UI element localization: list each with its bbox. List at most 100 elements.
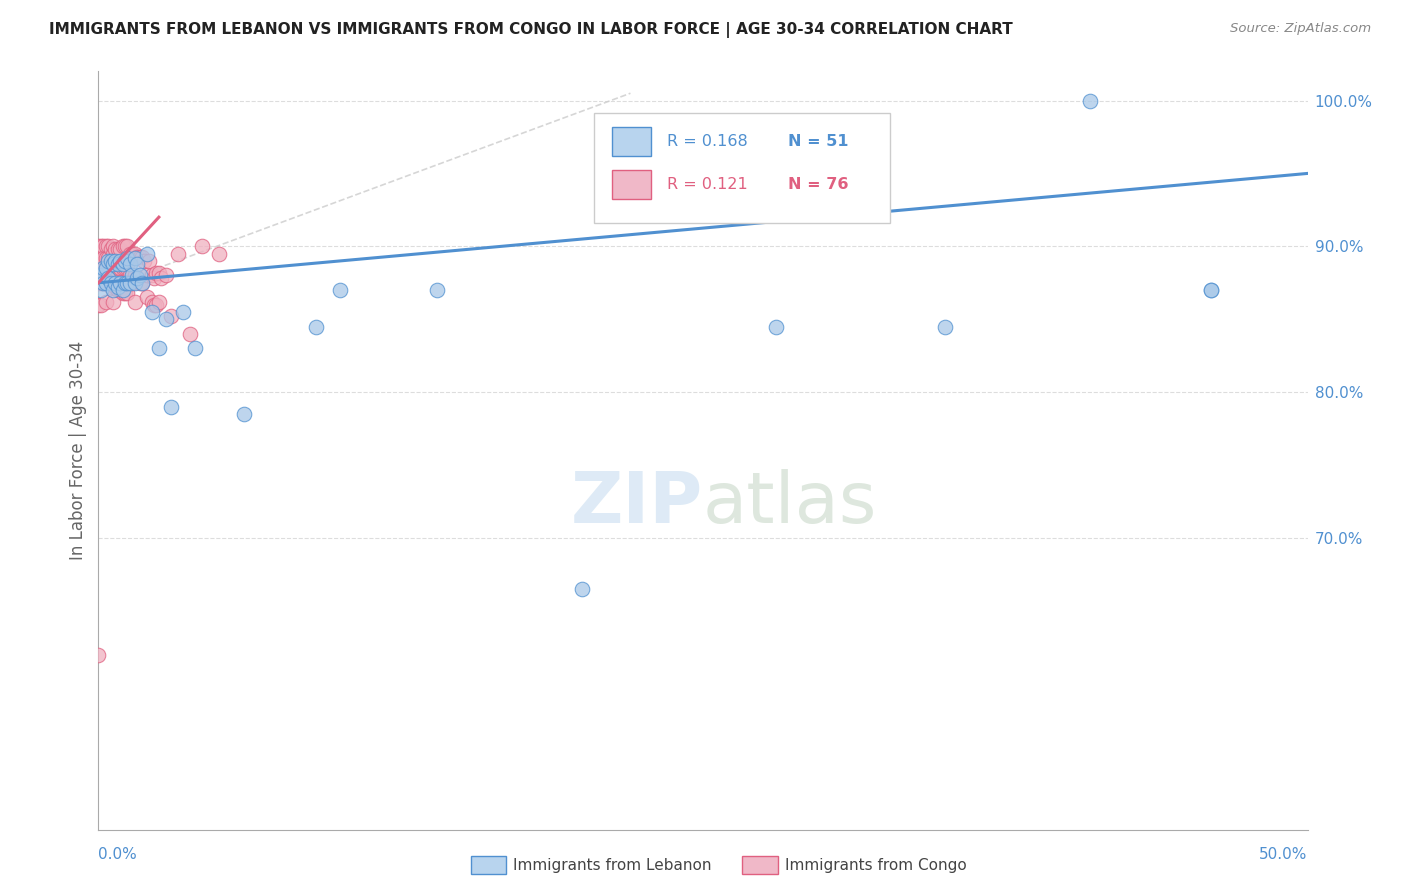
Point [104, 257, 127, 271]
Point [160, 400, 183, 414]
Point [128, 268, 150, 283]
Point [118, 268, 141, 283]
Point [111, 257, 134, 271]
Point [124, 276, 146, 290]
Point [145, 298, 167, 312]
Point [87, 239, 110, 253]
Point [426, 283, 449, 297]
Point [97, 271, 120, 285]
Text: R = 0.121: R = 0.121 [666, 177, 748, 192]
Point [107, 261, 129, 276]
Point [101, 268, 124, 283]
Point [208, 246, 231, 260]
Point [94, 276, 117, 290]
FancyBboxPatch shape [613, 170, 651, 199]
Text: R = 0.168: R = 0.168 [666, 135, 748, 149]
Text: N = 76: N = 76 [787, 177, 848, 192]
Point [184, 342, 207, 356]
Point [305, 319, 328, 334]
Point [114, 276, 136, 290]
Point [114, 239, 136, 253]
Point [104, 242, 127, 256]
Text: N = 51: N = 51 [787, 135, 848, 149]
Point [124, 268, 146, 283]
Point [117, 251, 139, 265]
Point [104, 276, 127, 290]
Point [94, 239, 117, 253]
Point [97, 251, 120, 265]
Point [124, 251, 146, 265]
Point [1199, 283, 1222, 297]
Point [111, 261, 134, 276]
Point [571, 582, 593, 596]
Point [94, 294, 117, 309]
Point [117, 261, 139, 276]
Point [191, 239, 214, 253]
Point [121, 268, 143, 283]
Point [108, 283, 131, 297]
Text: 50.0%: 50.0% [1260, 847, 1308, 862]
Point [117, 276, 139, 290]
Point [100, 276, 122, 290]
Point [131, 250, 153, 264]
Point [111, 239, 134, 253]
Point [108, 242, 131, 256]
Point [765, 319, 787, 334]
Point [127, 257, 149, 271]
Point [150, 271, 173, 285]
Point [94, 251, 117, 265]
Point [131, 276, 153, 290]
Point [107, 257, 129, 271]
Point [100, 254, 122, 268]
Text: Immigrants from Congo: Immigrants from Congo [785, 858, 966, 872]
Point [141, 294, 163, 309]
Point [179, 326, 201, 341]
Point [87, 268, 110, 283]
Point [145, 266, 167, 280]
FancyBboxPatch shape [613, 128, 651, 156]
Point [104, 254, 127, 268]
Point [108, 261, 131, 276]
Point [111, 285, 134, 300]
Point [127, 250, 149, 264]
Point [934, 319, 956, 334]
Point [100, 242, 122, 256]
Point [329, 283, 352, 297]
Point [121, 246, 143, 260]
Point [91, 276, 114, 290]
Point [118, 276, 141, 290]
Point [117, 239, 139, 253]
Y-axis label: In Labor Force | Age 30-34: In Labor Force | Age 30-34 [69, 341, 87, 560]
Point [107, 242, 129, 256]
Point [94, 268, 117, 283]
Point [155, 312, 177, 326]
Point [108, 254, 131, 268]
Point [107, 280, 129, 294]
Point [118, 246, 141, 260]
Point [127, 271, 149, 285]
Point [141, 268, 163, 283]
Point [118, 257, 141, 271]
Point [232, 407, 254, 421]
Point [135, 246, 157, 260]
Point [148, 294, 170, 309]
Point [131, 276, 153, 290]
Point [155, 268, 177, 283]
Point [91, 251, 114, 265]
Point [91, 261, 114, 276]
Point [141, 305, 163, 319]
Text: ZIP: ZIP [571, 469, 703, 538]
FancyBboxPatch shape [595, 113, 890, 223]
Text: Immigrants from Lebanon: Immigrants from Lebanon [513, 858, 711, 872]
Point [90, 254, 112, 268]
Point [101, 283, 124, 297]
Point [91, 239, 114, 253]
Point [97, 239, 120, 253]
Point [143, 298, 166, 312]
Point [172, 305, 194, 319]
Point [124, 246, 146, 260]
Point [97, 271, 120, 285]
Point [114, 285, 136, 300]
Point [124, 294, 146, 309]
Point [101, 239, 124, 253]
